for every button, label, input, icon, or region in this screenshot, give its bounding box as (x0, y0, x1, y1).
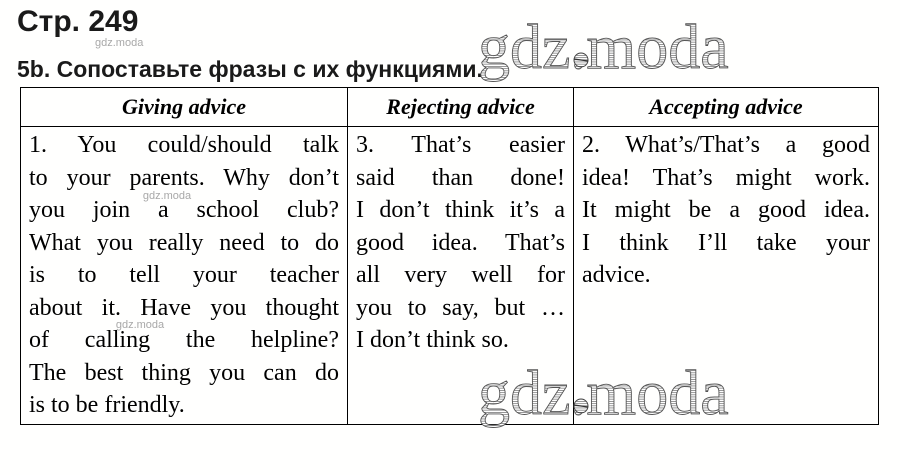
svg-text:gdz.moda: gdz.moda (478, 357, 729, 428)
svg-text:gdz.moda: gdz.moda (478, 11, 729, 82)
